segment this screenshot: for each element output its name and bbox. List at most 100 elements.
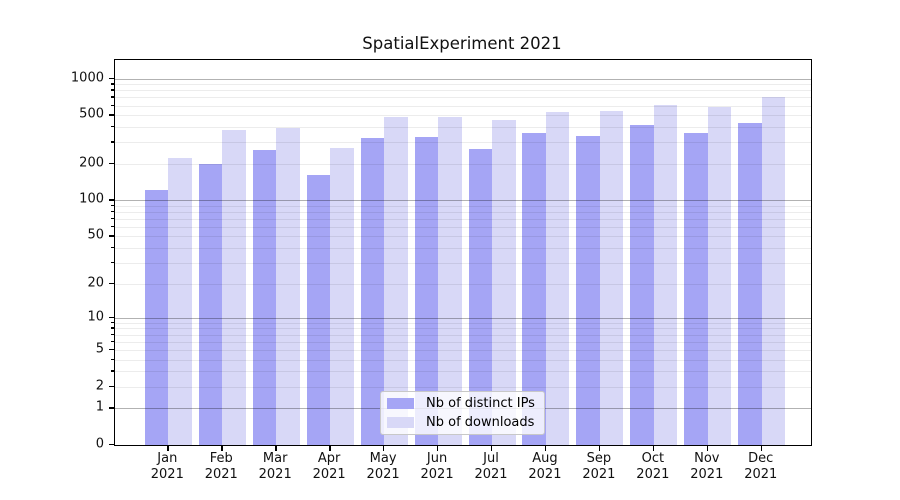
legend-swatch-downloads-icon [387, 417, 414, 428]
x-axis-tick [221, 446, 223, 451]
y-axis-minor-tick [111, 204, 114, 207]
x-axis-tick [706, 446, 709, 451]
y-tick-label: 1000 [70, 70, 104, 86]
bar-feb-ips [198, 164, 223, 445]
y-axis-tick [109, 235, 114, 237]
gridline-minor [115, 142, 811, 144]
y-tick-label: 200 [79, 155, 104, 171]
gridline-minor [115, 90, 811, 92]
y-axis-minor-tick [111, 104, 114, 107]
bar-jul-ips [468, 149, 492, 445]
gridline-major [115, 78, 811, 80]
x-axis-tick [544, 446, 547, 451]
y-axis-minor-tick [111, 321, 114, 324]
x-axis-tick [275, 446, 277, 451]
y-tick-label: 0 [95, 436, 104, 452]
y-axis-minor-tick [111, 141, 114, 143]
y-axis-minor-tick [111, 89, 114, 91]
bar-may-ips [360, 137, 385, 445]
x-tick-label-mar: Mar 2021 [258, 451, 292, 482]
bar-jan-ips [144, 189, 169, 445]
y-axis-minor-tick [111, 327, 114, 329]
y-axis-tick [109, 316, 114, 319]
bar-jun-downloads [438, 116, 462, 445]
y-axis-minor-tick [111, 126, 114, 128]
x-tick-label-may: May 2021 [366, 451, 400, 482]
gridline-minor [115, 349, 811, 351]
y-axis-minor-tick [111, 225, 114, 228]
x-axis-tick [329, 446, 331, 451]
x-tick-label-dec: Dec 2021 [744, 451, 778, 482]
y-axis-tick [109, 114, 114, 116]
y-axis-tick [109, 348, 114, 351]
bar-nov-ips [684, 132, 708, 445]
y-axis-minor-tick [111, 333, 114, 336]
bar-apr-downloads [330, 148, 354, 445]
y-axis-tick [109, 199, 114, 201]
gridline-minor [115, 211, 811, 213]
gridline-minor [115, 283, 811, 285]
legend: Nb of distinct IPs Nb of downloads [380, 391, 545, 435]
y-axis-tick [109, 282, 114, 284]
gridline-minor [115, 341, 811, 343]
bar-aug-ips [522, 132, 546, 445]
gridline-minor [115, 84, 811, 86]
gridline-minor [115, 386, 811, 388]
chart-title: SpatialExperiment 2021 [362, 34, 562, 53]
legend-label-distinct-ips: Nb of distinct IPs [426, 396, 535, 411]
gridline-minor [115, 97, 811, 99]
bar-oct-ips [630, 125, 654, 445]
gridline-major [115, 317, 811, 319]
bar-oct-downloads [653, 105, 678, 445]
gridline-minor [115, 248, 811, 250]
x-tick-label-jan: Jan 2021 [150, 451, 184, 482]
y-tick-label: 1 [95, 399, 104, 415]
y-axis-minor-tick [111, 370, 114, 372]
x-axis-tick [598, 446, 601, 451]
gridline-minor [115, 105, 811, 107]
y-tick-label: 10 [87, 309, 104, 325]
gridline-minor [115, 371, 811, 373]
bar-apr-ips [306, 174, 331, 445]
gridline-minor [115, 334, 811, 336]
x-tick-label-jun: Jun 2021 [420, 451, 454, 482]
x-tick-label-sep: Sep 2021 [582, 451, 616, 482]
bar-dec-ips [738, 123, 762, 445]
gridline-minor [115, 127, 811, 129]
bar-jan-downloads [168, 157, 192, 445]
gridline-major [115, 200, 811, 202]
x-tick-label-apr: Apr 2021 [312, 451, 346, 482]
x-tick-label-aug: Aug 2021 [528, 451, 562, 482]
plot-area [114, 59, 812, 446]
y-axis-tick [109, 407, 114, 409]
gridline-minor [115, 205, 811, 207]
x-axis-tick [167, 446, 169, 451]
gridline-minor [115, 218, 811, 220]
gridline-minor [115, 236, 811, 238]
x-tick-label-oct: Oct 2021 [636, 451, 670, 482]
gridline-minor [115, 359, 811, 361]
bar-jul-downloads [492, 119, 516, 445]
bar-nov-downloads [707, 107, 732, 445]
x-axis-tick [652, 446, 655, 451]
y-axis-minor-tick [111, 210, 114, 213]
gridline-minor [115, 163, 811, 165]
y-tick-label: 500 [79, 106, 104, 122]
bar-mar-ips [252, 149, 277, 445]
y-axis-minor-tick [111, 96, 114, 98]
legend-label-downloads: Nb of downloads [426, 415, 535, 430]
y-tick-label: 5 [95, 341, 104, 357]
bar-feb-downloads [222, 130, 246, 445]
legend-swatch-distinct-ips-icon [387, 398, 414, 409]
y-axis-minor-tick [111, 358, 114, 361]
y-tick-label: 20 [87, 275, 104, 291]
x-axis-tick [437, 446, 439, 451]
bar-sep-ips [576, 136, 600, 445]
x-tick-label-feb: Feb 2021 [204, 451, 238, 482]
bar-sep-downloads [599, 111, 624, 445]
y-tick-label: 50 [87, 227, 104, 243]
legend-item-distinct-ips: Nb of distinct IPs [381, 396, 544, 411]
gridline-minor [115, 262, 811, 264]
x-tick-label-jul: Jul 2021 [474, 451, 508, 482]
